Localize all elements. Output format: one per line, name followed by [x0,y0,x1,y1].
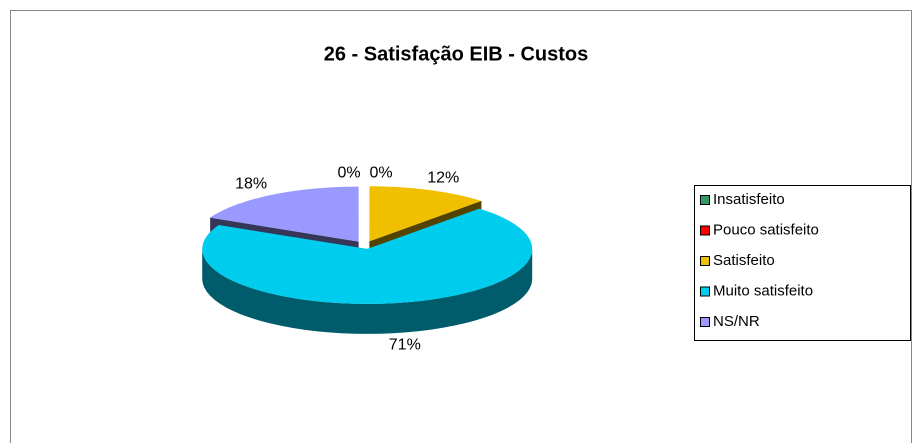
slice [202,208,533,304]
legend-swatch [700,256,710,266]
slice [210,186,359,242]
data-label: 18% [235,176,267,193]
legend-swatch [700,317,710,327]
slice [369,186,482,242]
chart-title: 26 - Satisfação EIB - Custos [324,43,589,65]
legend-label: Satisfeito [713,252,775,269]
legend-label: Muito satisfeito [713,282,813,299]
legend-box [694,185,911,341]
legend-label: Insatisfeito [713,191,785,208]
legend-label: Pouco satisfeito [713,221,819,238]
legend-swatch [700,195,710,205]
data-label: 12% [427,170,459,187]
legend-swatch [700,286,710,297]
data-label: 0% [337,165,360,182]
data-label: 71% [389,336,421,353]
legend-label: NS/NR [713,313,760,330]
slice-side [202,248,533,334]
data-label: 0% [369,165,392,182]
legend-swatch [700,225,710,236]
